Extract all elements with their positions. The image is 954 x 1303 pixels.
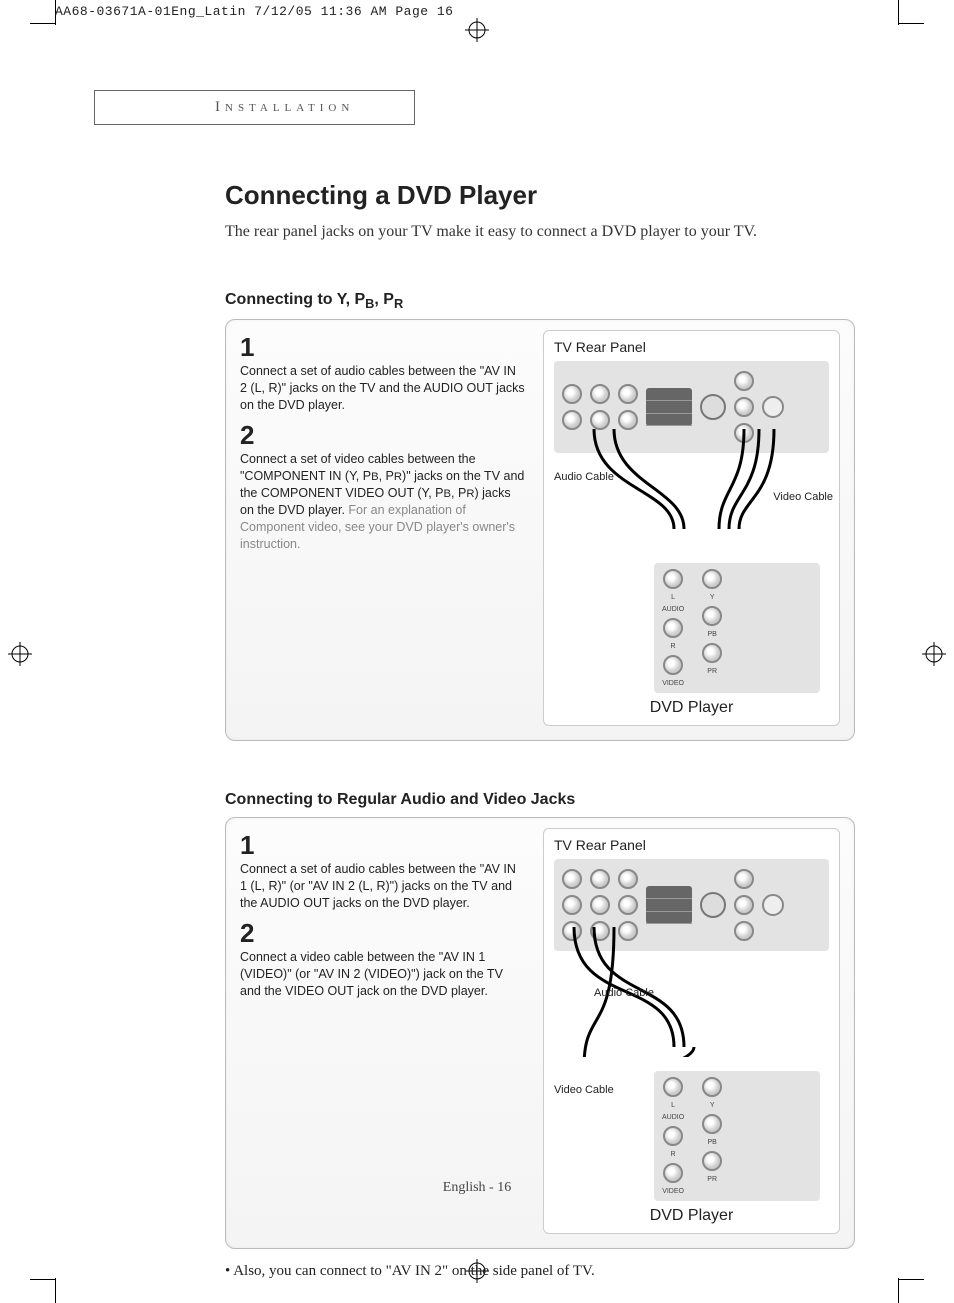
antenna-jack-icon [762,396,784,418]
diagram-av: TV Rear Panel Audio Cable Video Cable L [543,828,840,1234]
side-panel-note: Also, you can connect to "AV IN 2" on th… [225,1263,855,1280]
section-tab: Installation [94,90,415,125]
page-footer: English - 16 [0,1180,954,1196]
page-content: Installation Connecting a DVD Player The… [95,90,855,1280]
dvd-player-label: DVD Player [554,699,829,717]
step-body: Connect a set of video cables between th… [240,451,525,553]
crop-mark [30,23,55,24]
antenna-jack-icon [762,894,784,916]
svideo-jack-icon [700,394,726,420]
crop-mark [899,1279,924,1280]
steps-av: 1 Connect a set of audio cables between … [240,828,525,1234]
video-cable-label: Video Cable [773,491,833,503]
crop-mark [898,1278,899,1303]
diagram-component: TV Rear Panel Audio Cable Video Cable [543,330,840,726]
panel-component: 1 Connect a set of audio cables between … [225,319,855,741]
step-body: Connect a set of audio cables between th… [240,861,525,912]
video-cable-label: Video Cable [554,1084,614,1096]
step-number: 1 [240,332,525,363]
dvd-player-label: DVD Player [554,1207,829,1225]
registration-mark-icon [922,642,946,666]
crop-mark [55,1278,56,1303]
intro-text: The rear panel jacks on your TV make it … [225,223,855,241]
step-number: 1 [240,830,525,861]
svideo-jack-icon [700,892,726,918]
crop-mark [898,0,899,25]
print-header: AA68-03671A-01Eng_Latin 7/12/05 11:36 AM… [55,4,453,19]
crop-mark [30,1279,55,1280]
diagram-tv-label: TV Rear Panel [554,837,829,853]
step-number: 2 [240,420,525,451]
step-number: 2 [240,918,525,949]
page-title: Connecting a DVD Player [225,180,855,211]
crop-mark [899,23,924,24]
subhead-av: Connecting to Regular Audio and Video Ja… [225,791,855,809]
cable-wires-icon [544,917,839,1057]
subhead-component: Connecting to Y, PB, PR [225,291,855,311]
step-body: Connect a video cable between the "AV IN… [240,949,525,1000]
registration-mark-icon [465,18,489,42]
diagram-tv-label: TV Rear Panel [554,339,829,355]
audio-cable-label: Audio Cable [594,987,654,999]
registration-mark-icon [8,642,32,666]
audio-cable-label: Audio Cable [554,471,614,483]
steps-component: 1 Connect a set of audio cables between … [240,330,525,726]
dvd-player-panel: L AUDIO R VIDEO Y PB PR [654,563,820,693]
step-body: Connect a set of audio cables between th… [240,363,525,414]
